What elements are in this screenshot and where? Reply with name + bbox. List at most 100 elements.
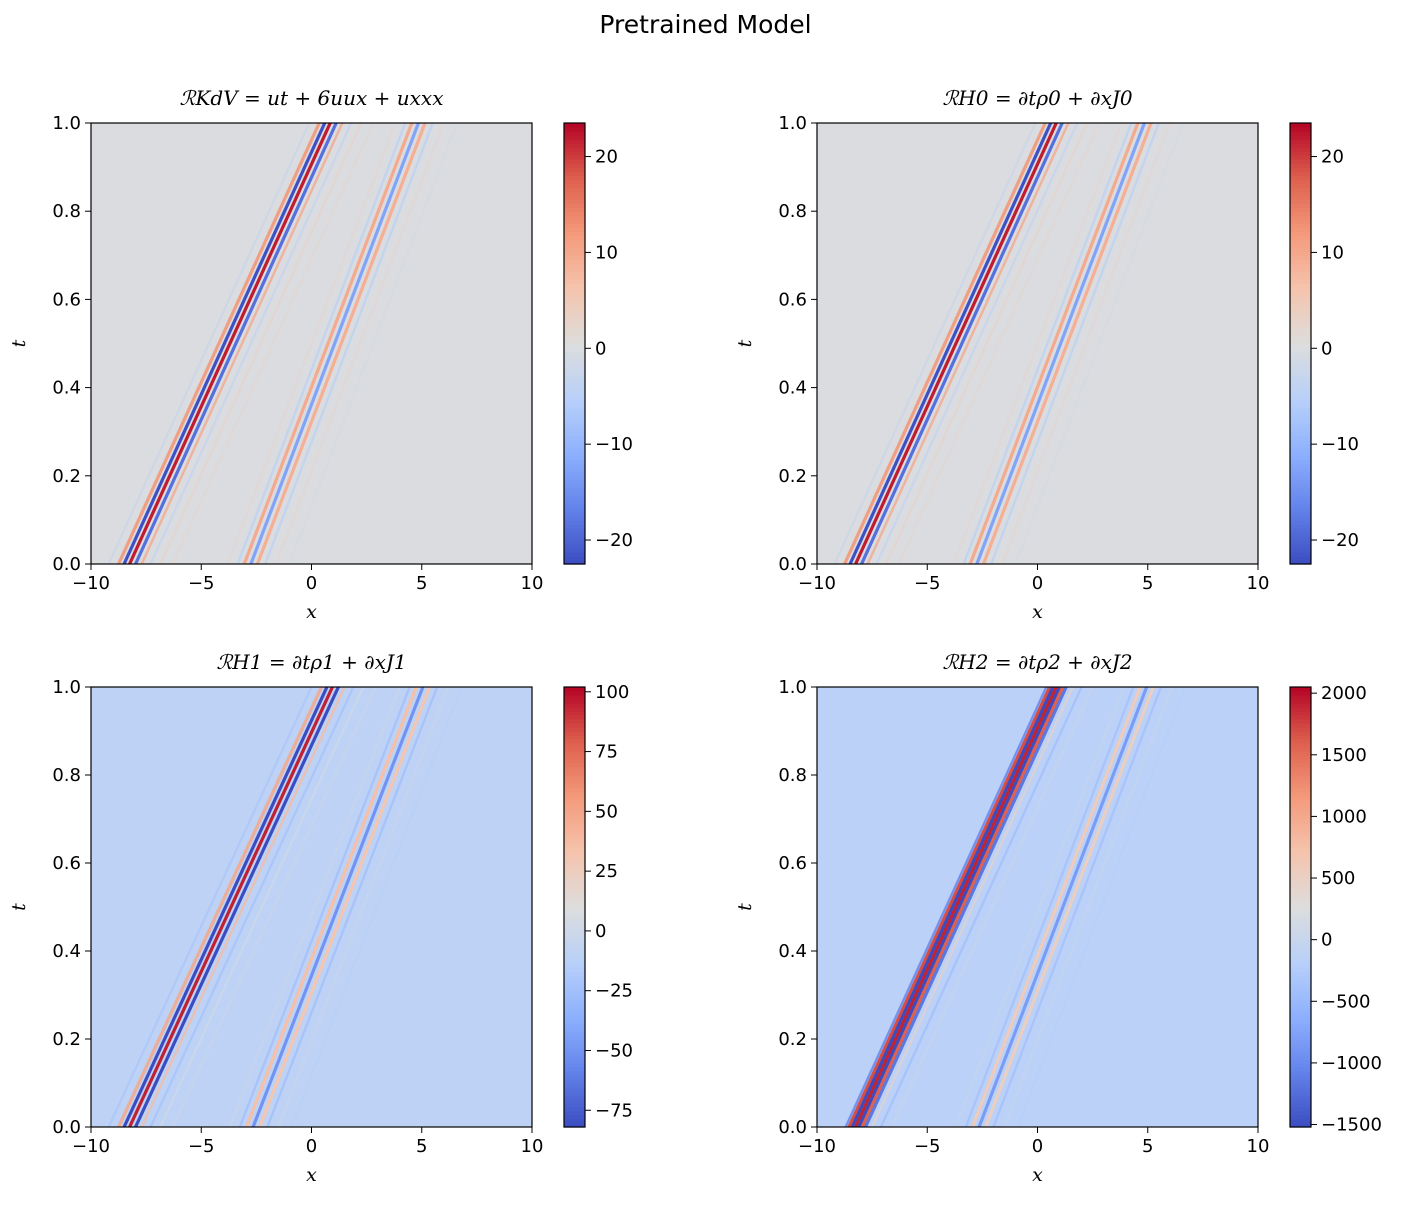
colorbar-swatch (1290, 975, 1311, 980)
colorbar-swatch (1290, 547, 1311, 553)
colorbar-swatch (1290, 1083, 1311, 1088)
colorbar-swatch (564, 527, 585, 533)
colorbar-swatch (564, 443, 585, 449)
colorbar-swatch (564, 767, 585, 772)
colorbar-swatch (564, 787, 585, 792)
colorbar-tick-label: −1500 (1321, 1115, 1382, 1136)
soliton-1-stripe (159, 123, 363, 564)
colorbar-swatch (1290, 1079, 1311, 1084)
x-tick-label: 10 (1247, 1136, 1270, 1157)
colorbar-tick-label: 1000 (1321, 806, 1367, 827)
colorbar-swatch (1290, 227, 1311, 232)
colorbar-swatch (564, 871, 585, 876)
colorbar-swatch (1290, 959, 1311, 964)
colorbar-swatch (564, 351, 585, 357)
colorbar-swatch (564, 987, 585, 992)
colorbar-tick-label: −20 (595, 530, 633, 551)
colorbar-swatch (564, 391, 585, 397)
colorbar-swatch (1290, 775, 1311, 780)
y-tick-label: 0.8 (778, 765, 807, 786)
colorbar-swatch (1290, 811, 1311, 816)
colorbar-swatch (564, 1059, 585, 1064)
colorbar-swatch (1290, 983, 1311, 988)
colorbar-swatch (564, 971, 585, 976)
colorbar-swatch (564, 1067, 585, 1072)
colorbar-swatch (564, 367, 585, 373)
colorbar-swatch (1290, 295, 1311, 300)
soliton-2-stripe (277, 687, 450, 1127)
colorbar-swatch (1290, 919, 1311, 924)
colorbar-swatch (564, 199, 585, 204)
x-tick-label: 0 (1032, 573, 1043, 594)
colorbar-swatch (564, 215, 585, 220)
colorbar-swatch (564, 315, 585, 321)
colorbar-swatch (564, 275, 585, 280)
colorbar-swatch (1290, 963, 1311, 968)
soliton-1-stripe (844, 687, 1048, 1127)
colorbar-swatch (564, 435, 585, 441)
y-axis-label: t (8, 339, 30, 347)
colorbar-swatch (564, 255, 585, 260)
colorbar-swatch (1290, 235, 1311, 240)
x-tick-label: 5 (416, 1136, 427, 1157)
colorbar-swatch (1290, 127, 1311, 132)
colorbar-swatch (1290, 427, 1311, 433)
soliton-2-stripe (981, 123, 1153, 564)
soliton-1-stripe (885, 123, 1089, 564)
panel-3-title-text: ℛH1 = ∂tρ1 + ∂xJ1 (216, 650, 407, 674)
colorbar-swatch (564, 843, 585, 848)
y-tick-label: 1.0 (778, 677, 807, 698)
y-tick-label: 0.8 (52, 765, 81, 786)
colorbar-swatch (564, 951, 585, 956)
colorbar-swatch (1290, 979, 1311, 984)
soliton-2-stripe (977, 687, 1149, 1127)
colorbar-swatch (1290, 731, 1311, 736)
colorbar-swatch (1290, 275, 1311, 280)
soliton-1-stripe (860, 687, 1065, 1127)
colorbar-swatch (1290, 1095, 1311, 1100)
colorbar-frame (1289, 686, 1312, 1128)
colorbar-swatch (564, 847, 585, 852)
colorbar-swatch (1290, 1075, 1311, 1080)
colorbar-swatch (1290, 719, 1311, 724)
colorbar-swatch (1290, 995, 1311, 1000)
colorbar-swatch (564, 283, 585, 288)
colorbar-swatch (564, 975, 585, 980)
soliton-2-stripe (244, 687, 418, 1127)
colorbar-swatch (1290, 1087, 1311, 1092)
colorbar-swatch (564, 507, 585, 513)
colorbar-swatch (564, 779, 585, 784)
colorbar-swatch (1290, 1043, 1311, 1048)
colorbar-swatch (564, 707, 585, 712)
soliton-1-stripe (134, 123, 338, 564)
colorbar-swatch (1290, 283, 1311, 288)
colorbar-swatch (564, 123, 585, 128)
soliton-1-stripe (159, 687, 365, 1127)
colorbar-swatch (564, 343, 585, 349)
soliton-2-stripe (249, 123, 420, 564)
colorbar-swatch (1290, 691, 1311, 696)
soliton-1-stripe (107, 687, 313, 1127)
colorbar-swatch (564, 983, 585, 988)
colorbar-swatch (564, 303, 585, 309)
colorbar-swatch (1290, 195, 1311, 200)
colorbar-swatch (564, 1091, 585, 1096)
colorbar-swatch (564, 235, 585, 240)
colorbar-swatch (1290, 955, 1311, 960)
colorbar-swatch (564, 963, 585, 968)
colorbar-swatch (564, 175, 585, 180)
colorbar-frame (1289, 122, 1312, 565)
colorbar-swatch (564, 227, 585, 232)
colorbar-swatch (564, 143, 585, 148)
colorbar-swatch (1290, 155, 1311, 160)
colorbar-swatch (564, 483, 585, 489)
colorbar-swatch (1290, 491, 1311, 497)
colorbar-swatch (564, 403, 585, 409)
x-tick-label: −10 (798, 573, 836, 594)
x-tick-label: 5 (1142, 1136, 1153, 1157)
colorbar-swatch (1290, 315, 1311, 321)
colorbar-swatch (564, 327, 585, 333)
colorbar-swatch (1290, 339, 1311, 345)
colorbar-swatch (564, 743, 585, 748)
colorbar-swatch (1290, 415, 1311, 421)
